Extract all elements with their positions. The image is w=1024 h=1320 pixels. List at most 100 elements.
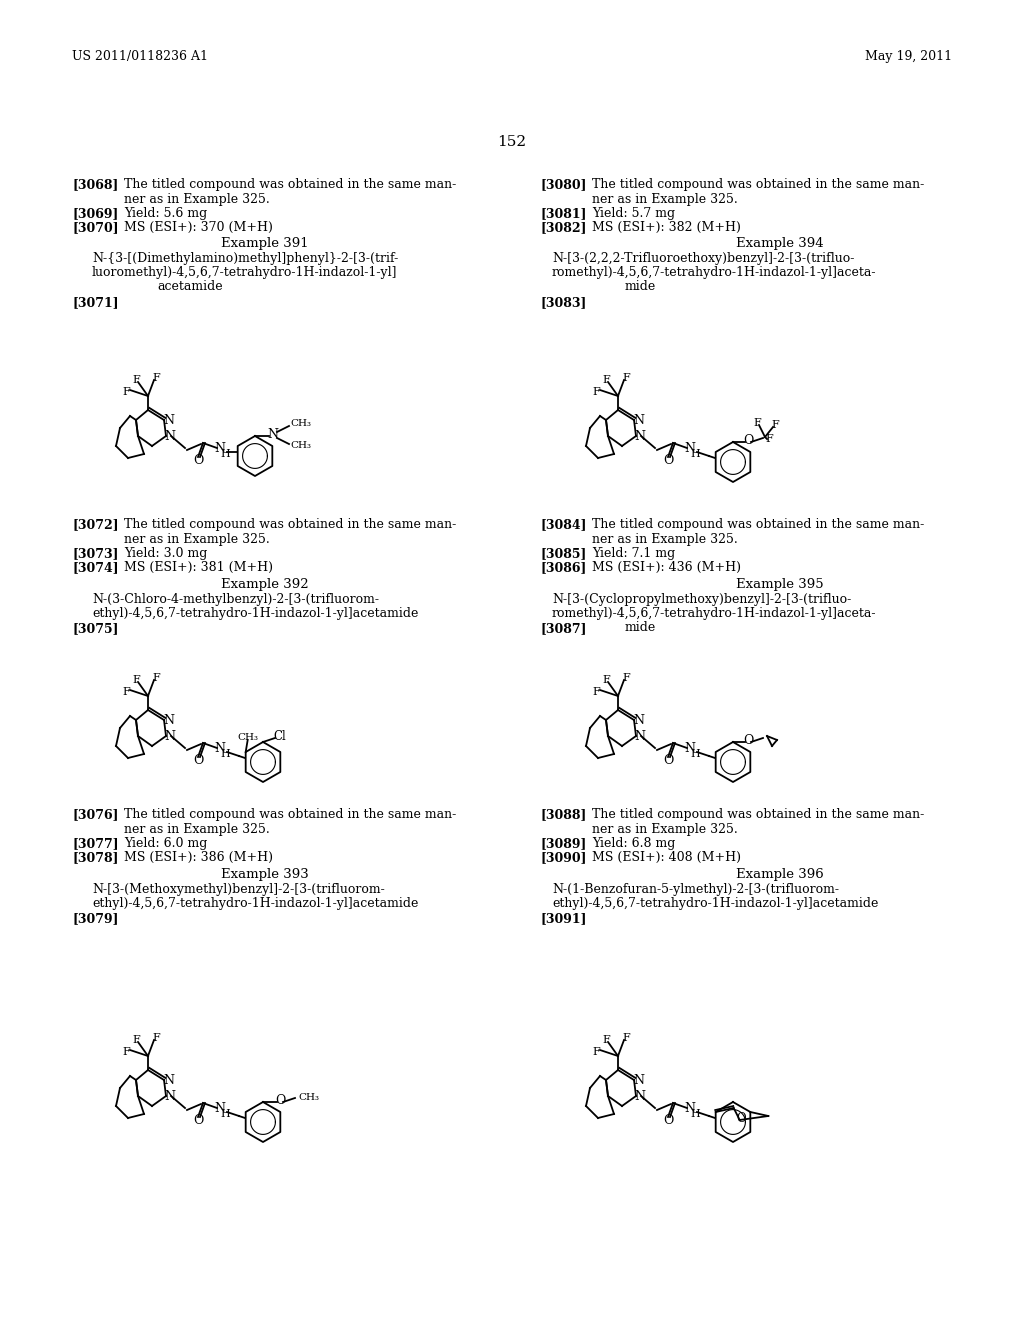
Text: N-{3-[(Dimethylamino)methyl]phenyl}-2-[3-(trif-: N-{3-[(Dimethylamino)methyl]phenyl}-2-[3… <box>92 252 398 265</box>
Text: N-(1-Benzofuran-5-ylmethyl)-2-[3-(trifluorom-: N-(1-Benzofuran-5-ylmethyl)-2-[3-(triflu… <box>552 883 839 896</box>
Text: N: N <box>684 742 695 755</box>
Text: N: N <box>165 429 175 442</box>
Text: N: N <box>634 1073 644 1086</box>
Text: N: N <box>634 714 644 726</box>
Text: F: F <box>592 387 600 397</box>
Text: [3073]: [3073] <box>72 546 119 560</box>
Text: [3081]: [3081] <box>540 207 587 220</box>
Text: 152: 152 <box>498 135 526 149</box>
Text: N: N <box>635 1089 645 1102</box>
Text: N-[3-(Cyclopropylmethoxy)benzyl]-2-[3-(trifluo-: N-[3-(Cyclopropylmethoxy)benzyl]-2-[3-(t… <box>552 593 851 606</box>
Text: N: N <box>684 1102 695 1115</box>
Text: [3084]: [3084] <box>540 517 587 531</box>
Text: [3080]: [3080] <box>540 178 587 191</box>
Text: ner as in Example 325.: ner as in Example 325. <box>124 533 269 546</box>
Text: N: N <box>164 714 174 726</box>
Text: romethyl)-4,5,6,7-tetrahydro-1H-indazol-1-yl]aceta-: romethyl)-4,5,6,7-tetrahydro-1H-indazol-… <box>552 267 877 279</box>
Text: Cl: Cl <box>273 730 287 743</box>
Text: N-[3-(Methoxymethyl)benzyl]-2-[3-(trifluorom-: N-[3-(Methoxymethyl)benzyl]-2-[3-(triflu… <box>92 883 385 896</box>
Text: F: F <box>623 673 630 682</box>
Text: F: F <box>602 1035 610 1045</box>
Text: [3070]: [3070] <box>72 220 119 234</box>
Text: [3085]: [3085] <box>540 546 587 560</box>
Text: luoromethyl)-4,5,6,7-tetrahydro-1H-indazol-1-yl]: luoromethyl)-4,5,6,7-tetrahydro-1H-indaz… <box>92 267 397 279</box>
Text: O: O <box>193 755 203 767</box>
Text: [3078]: [3078] <box>72 851 119 865</box>
Text: [3076]: [3076] <box>72 808 119 821</box>
Text: [3075]: [3075] <box>72 622 119 635</box>
Text: N: N <box>214 442 225 455</box>
Text: O: O <box>742 434 754 447</box>
Text: Yield: 5.7 mg: Yield: 5.7 mg <box>592 207 675 220</box>
Text: F: F <box>153 1034 160 1043</box>
Text: F: F <box>592 1047 600 1057</box>
Text: romethyl)-4,5,6,7-tetrahydro-1H-indazol-1-yl]aceta-: romethyl)-4,5,6,7-tetrahydro-1H-indazol-… <box>552 607 877 620</box>
Text: Yield: 7.1 mg: Yield: 7.1 mg <box>592 546 675 560</box>
Text: F: F <box>753 418 761 428</box>
Text: The titled compound was obtained in the same man-: The titled compound was obtained in the … <box>124 808 457 821</box>
Text: Example 392: Example 392 <box>221 578 309 591</box>
Text: O: O <box>193 454 203 467</box>
Text: H: H <box>690 1109 699 1119</box>
Text: [3089]: [3089] <box>540 837 587 850</box>
Text: [3082]: [3082] <box>540 220 587 234</box>
Text: The titled compound was obtained in the same man-: The titled compound was obtained in the … <box>592 517 925 531</box>
Text: Example 393: Example 393 <box>221 869 309 880</box>
Text: [3069]: [3069] <box>72 207 119 220</box>
Text: CH₃: CH₃ <box>298 1093 319 1101</box>
Text: O: O <box>742 734 754 747</box>
Text: Yield: 6.8 mg: Yield: 6.8 mg <box>592 837 676 850</box>
Text: O: O <box>274 1094 286 1107</box>
Text: F: F <box>765 434 773 444</box>
Text: N: N <box>635 730 645 742</box>
Text: N: N <box>165 1089 175 1102</box>
Text: F: F <box>592 686 600 697</box>
Text: US 2011/0118236 A1: US 2011/0118236 A1 <box>72 50 208 63</box>
Text: ethyl)-4,5,6,7-tetrahydro-1H-indazol-1-yl]acetamide: ethyl)-4,5,6,7-tetrahydro-1H-indazol-1-y… <box>92 898 419 909</box>
Text: F: F <box>602 675 610 685</box>
Text: acetamide: acetamide <box>157 280 222 293</box>
Text: ner as in Example 325.: ner as in Example 325. <box>592 193 737 206</box>
Text: N: N <box>164 1073 174 1086</box>
Text: F: F <box>623 374 630 383</box>
Text: mide: mide <box>625 280 656 293</box>
Text: Yield: 5.6 mg: Yield: 5.6 mg <box>124 207 207 220</box>
Text: The titled compound was obtained in the same man-: The titled compound was obtained in the … <box>592 808 925 821</box>
Text: O: O <box>663 755 673 767</box>
Text: MS (ESI+): 370 (M+H): MS (ESI+): 370 (M+H) <box>124 220 272 234</box>
Text: N: N <box>684 442 695 455</box>
Text: F: F <box>602 375 610 385</box>
Text: [3072]: [3072] <box>72 517 119 531</box>
Text: N: N <box>214 742 225 755</box>
Text: ner as in Example 325.: ner as in Example 325. <box>124 193 269 206</box>
Text: Yield: 3.0 mg: Yield: 3.0 mg <box>124 546 208 560</box>
Text: F: F <box>122 387 130 397</box>
Text: H: H <box>220 748 229 759</box>
Text: ethyl)-4,5,6,7-tetrahydro-1H-indazol-1-yl]acetamide: ethyl)-4,5,6,7-tetrahydro-1H-indazol-1-y… <box>92 607 419 620</box>
Text: O: O <box>193 1114 203 1127</box>
Text: [3091]: [3091] <box>540 912 587 925</box>
Text: O: O <box>663 454 673 467</box>
Text: F: F <box>132 1035 140 1045</box>
Text: N: N <box>165 730 175 742</box>
Text: Yield: 6.0 mg: Yield: 6.0 mg <box>124 837 208 850</box>
Text: H: H <box>690 449 699 459</box>
Text: O: O <box>737 1113 746 1126</box>
Text: [3074]: [3074] <box>72 561 119 574</box>
Text: Example 395: Example 395 <box>736 578 824 591</box>
Text: N-(3-Chloro-4-methylbenzyl)-2-[3-(trifluorom-: N-(3-Chloro-4-methylbenzyl)-2-[3-(triflu… <box>92 593 379 606</box>
Text: MS (ESI+): 436 (M+H): MS (ESI+): 436 (M+H) <box>592 561 741 574</box>
Text: Example 396: Example 396 <box>736 869 824 880</box>
Text: [3068]: [3068] <box>72 178 119 191</box>
Text: N: N <box>634 413 644 426</box>
Text: N: N <box>164 413 174 426</box>
Text: Example 394: Example 394 <box>736 238 824 249</box>
Text: [3086]: [3086] <box>540 561 587 574</box>
Text: N-[3-(2,2,2-Trifluoroethoxy)benzyl]-2-[3-(trifluo-: N-[3-(2,2,2-Trifluoroethoxy)benzyl]-2-[3… <box>552 252 854 265</box>
Text: N: N <box>635 429 645 442</box>
Text: F: F <box>122 686 130 697</box>
Text: O: O <box>663 1114 673 1127</box>
Text: ner as in Example 325.: ner as in Example 325. <box>592 822 737 836</box>
Text: Example 391: Example 391 <box>221 238 309 249</box>
Text: CH₃: CH₃ <box>290 441 311 450</box>
